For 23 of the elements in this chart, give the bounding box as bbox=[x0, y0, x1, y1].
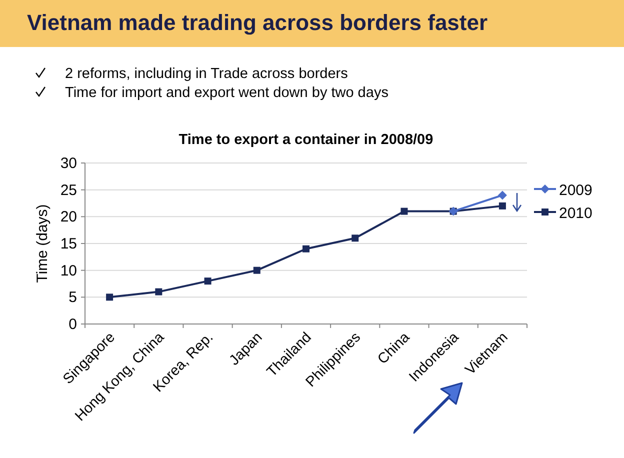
chart-subtitle: Time to export a container in 2008/09 bbox=[178, 132, 434, 148]
point bbox=[253, 266, 260, 274]
legend-label: 2010 bbox=[559, 205, 592, 222]
text: Time for import and export went down by two days bbox=[65, 85, 388, 101]
point bbox=[204, 278, 212, 285]
y-tick-label: 5 bbox=[68, 289, 77, 306]
point bbox=[106, 294, 114, 301]
point bbox=[155, 288, 162, 296]
point bbox=[302, 245, 310, 252]
point bbox=[400, 208, 408, 215]
y-tick-label: 15 bbox=[60, 236, 77, 252]
text: 2 reforms, including in Trade across borders bbox=[65, 66, 348, 82]
y-tick-label: 20 bbox=[60, 208, 77, 226]
point bbox=[498, 190, 507, 200]
y-tick-label: 25 bbox=[60, 182, 77, 199]
point bbox=[352, 234, 359, 242]
y-tick-label: 0 bbox=[68, 316, 77, 333]
chart-title: Vietnam made trading across borders faster bbox=[27, 10, 488, 35]
y-axis-title: Time (days) bbox=[34, 204, 51, 283]
point bbox=[498, 202, 506, 210]
y-tick-label: 10 bbox=[60, 262, 77, 280]
y-tick-label: 30 bbox=[60, 155, 77, 172]
legend-label: 2009 bbox=[559, 182, 592, 199]
